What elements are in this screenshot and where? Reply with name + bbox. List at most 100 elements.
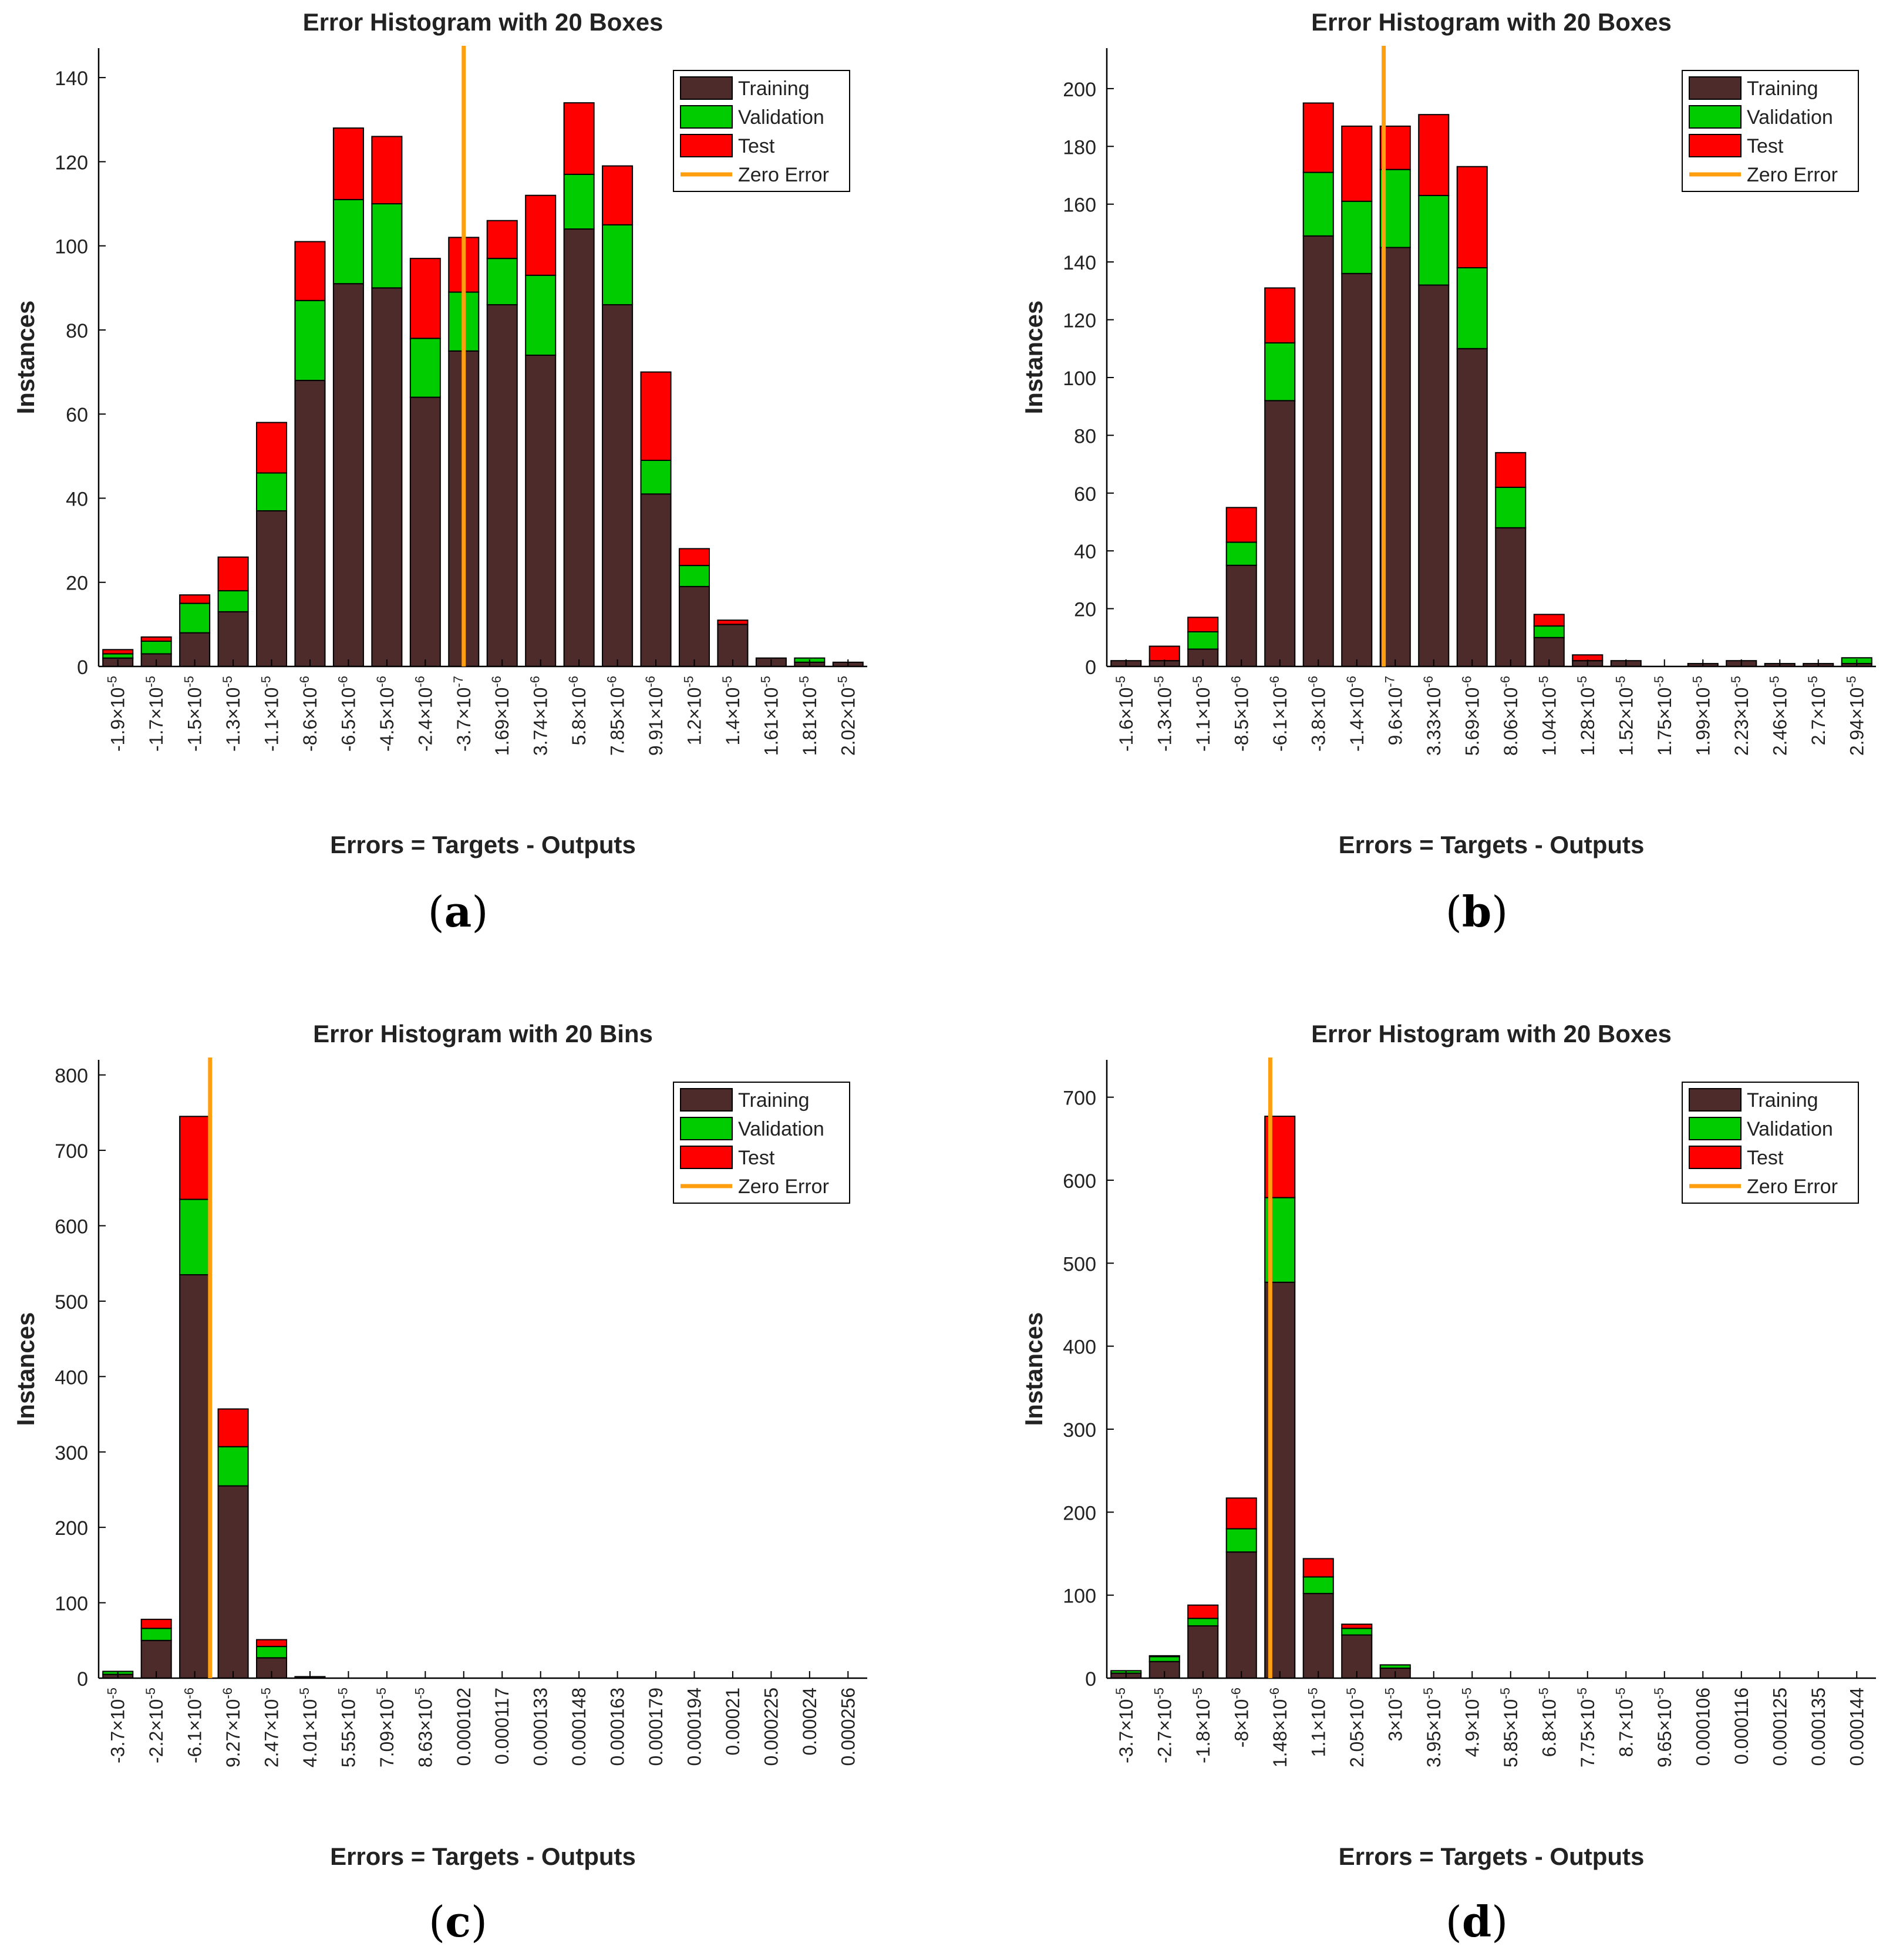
legend-swatch-training	[1689, 1088, 1742, 1112]
x-tick-label: 8.63×10-5	[412, 1688, 436, 1767]
y-axis-label: Instances	[1020, 1312, 1047, 1426]
x-tick-label: -1.4×10-6	[1344, 676, 1367, 752]
y-tick-label: 400	[1063, 1336, 1096, 1359]
caption-d: (d)	[1445, 1897, 1508, 1946]
x-tick-label: -2.2×10-5	[143, 1688, 167, 1763]
y-tick-label: 0	[1085, 1668, 1096, 1690]
x-tick-label: -1.1×10-5	[1190, 676, 1214, 752]
legend-label-validation: Validation	[1747, 106, 1833, 129]
legend-label-training: Training	[738, 78, 810, 100]
y-axis-label: Instances	[12, 1312, 39, 1426]
y-axis-label: Instances	[12, 301, 39, 415]
x-tick-label: 6.8×10-5	[1536, 1688, 1559, 1757]
bar-test-10	[1495, 452, 1527, 488]
bar-validation-15	[678, 565, 710, 587]
bar-validation-4	[1264, 342, 1296, 402]
y-tick-label: 120	[55, 151, 88, 174]
x-tick-label: -2.4×10-6	[412, 676, 436, 752]
legend-swatch-validation	[1689, 1117, 1742, 1140]
x-tick-label: 2.7×10-5	[1806, 676, 1829, 745]
legend-label-validation: Validation	[1747, 1118, 1833, 1140]
bar-validation-2	[179, 1198, 211, 1275]
bar-validation-11	[525, 274, 557, 356]
bar-training-5	[1302, 235, 1334, 668]
x-tick-label: 0.000117	[491, 1688, 513, 1764]
x-tick-label: 0.000163	[607, 1688, 628, 1766]
bar-training-13	[602, 304, 634, 667]
x-tick-label: 2.46×10-5	[1767, 676, 1790, 756]
x-tick-label: 7.09×10-5	[374, 1688, 398, 1767]
x-tick-label: 0.000106	[1692, 1688, 1713, 1766]
x-tick-label: 0.000194	[683, 1688, 705, 1766]
bar-training-14	[640, 493, 672, 668]
bar-validation-2	[1187, 1618, 1219, 1626]
bar-validation-0	[102, 653, 134, 659]
x-tick-label: -2.7×10-5	[1151, 1688, 1175, 1763]
y-tick-label: 80	[1074, 425, 1096, 447]
x-tick-label: 0.000133	[530, 1688, 551, 1766]
x-tick-label: -1.7×10-5	[143, 676, 167, 752]
bar-test-11	[525, 194, 557, 276]
x-tick-label: 0.00021	[722, 1688, 743, 1756]
y-tick-label: 700	[1063, 1087, 1096, 1110]
x-tick-label: -4.5×10-6	[374, 676, 398, 752]
x-tick-label: 5.69×10-6	[1459, 676, 1483, 756]
y-tick-label: 300	[55, 1442, 88, 1464]
legend: Training Validation Test Zero Error	[673, 1082, 850, 1204]
y-tick-label: 60	[1074, 483, 1096, 506]
bar-test-3	[217, 1408, 249, 1447]
legend-swatch-validation	[680, 1117, 733, 1140]
bar-test-4	[255, 422, 288, 474]
x-tick-label: 2.47×10-5	[259, 1688, 282, 1767]
legend-swatch-test	[1689, 1146, 1742, 1169]
bar-validation-8	[409, 338, 441, 398]
x-tick-label: 1.52×10-5	[1613, 676, 1636, 756]
bar-test-2	[179, 1116, 211, 1200]
bar-test-7	[371, 136, 403, 205]
y-tick-label: 40	[66, 488, 88, 510]
x-tick-label: -6.5×10-6	[335, 676, 359, 752]
chart-panel-d: Error Histogram with 20 Boxes 0 100 200 300 4…	[1020, 1020, 1876, 1870]
legend-label-test: Test	[738, 1147, 775, 1169]
y-tick-label: 100	[55, 236, 88, 258]
x-tick-label: 4.01×10-5	[297, 1688, 321, 1767]
x-tick-label: 0.000179	[645, 1688, 666, 1766]
legend-label-zero-error: Zero Error	[738, 1176, 829, 1198]
legend-label-training: Training	[738, 1089, 810, 1112]
x-tick-label: 0.000135	[1808, 1688, 1829, 1766]
x-tick-label: -8.5×10-6	[1228, 676, 1252, 752]
x-tick-label: 7.85×10-6	[605, 676, 628, 756]
x-tick-label: 1.81×10-5	[797, 676, 820, 756]
x-axis-label: Errors = Targets - Outputs	[1339, 831, 1645, 858]
x-tick-label: 9.91×10-6	[643, 676, 666, 756]
bar-validation-4	[255, 472, 288, 511]
y-tick-label: 120	[1063, 310, 1096, 332]
bar-training-9	[1456, 348, 1488, 667]
legend-label-zero-error: Zero Error	[1747, 164, 1838, 186]
bar-test-5	[1302, 1558, 1334, 1578]
bar-training-11	[525, 354, 557, 667]
bar-validation-9	[1456, 267, 1488, 349]
x-tick-label: 3.95×10-5	[1421, 1688, 1444, 1767]
legend: Training Validation Test Zero Error	[1682, 70, 1859, 192]
bar-validation-2	[179, 602, 211, 634]
bar-training-2	[1187, 1625, 1219, 1679]
y-tick-label: 300	[1063, 1419, 1096, 1442]
caption-a: (a)	[427, 887, 489, 937]
x-tick-label: -3.7×10-7	[451, 676, 474, 752]
bar-training-15	[678, 585, 710, 667]
bar-validation-5	[294, 299, 326, 381]
y-tick-label: 20	[1074, 599, 1096, 621]
bar-test-11	[1533, 614, 1565, 627]
bar-test-12	[563, 102, 595, 175]
y-tick-label: 200	[55, 1517, 88, 1540]
chart-title: Error Histogram with 20 Boxes	[1311, 1020, 1672, 1048]
x-tick-label: -1.1×10-5	[259, 676, 282, 752]
x-tick-label: 8.06×10-6	[1498, 676, 1521, 756]
bar-training-12	[563, 228, 595, 668]
legend-label-test: Test	[1747, 1147, 1784, 1169]
y-tick-label: 200	[1063, 1502, 1096, 1524]
x-tick-label: 1.28×10-5	[1575, 676, 1598, 756]
legend-label-test: Test	[738, 135, 775, 157]
bar-validation-11	[1533, 625, 1565, 638]
